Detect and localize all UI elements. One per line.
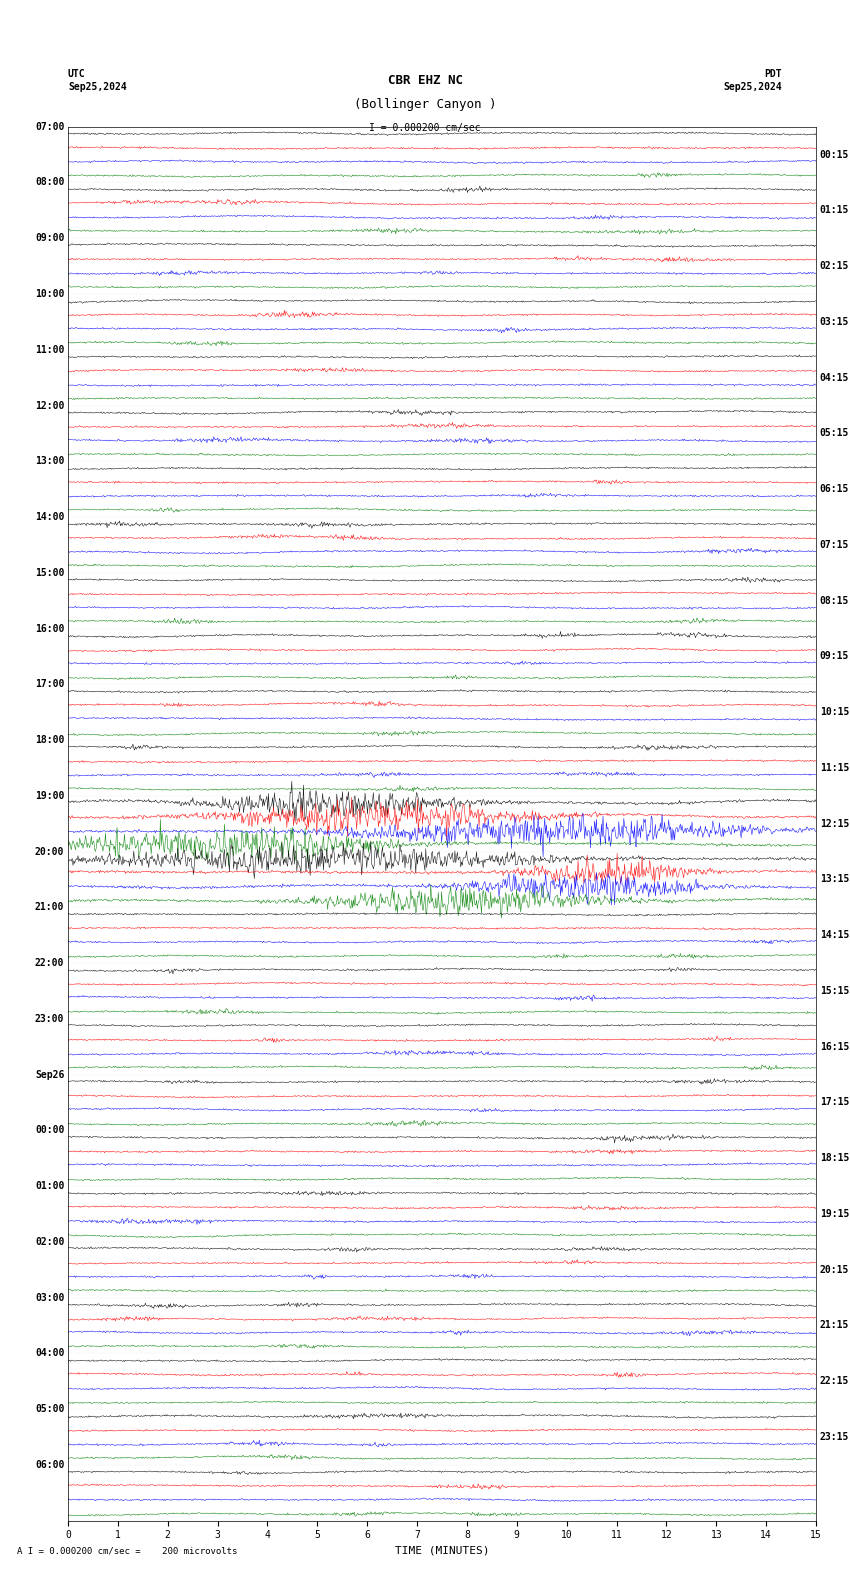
Text: 18:00: 18:00 [35,735,65,744]
Text: 02:00: 02:00 [35,1237,65,1247]
Text: 06:15: 06:15 [819,485,849,494]
Text: 11:15: 11:15 [819,763,849,773]
Text: 07:15: 07:15 [819,540,849,550]
Text: 06:00: 06:00 [35,1460,65,1470]
Text: 18:15: 18:15 [819,1153,849,1163]
Text: 00:00: 00:00 [35,1125,65,1136]
Text: 08:15: 08:15 [819,596,849,605]
Text: 22:00: 22:00 [35,958,65,968]
Text: 20:00: 20:00 [35,846,65,857]
Text: Sep26: Sep26 [35,1069,65,1080]
Text: 04:15: 04:15 [819,372,849,383]
Text: 10:15: 10:15 [819,706,849,718]
Text: 16:00: 16:00 [35,624,65,634]
Text: 23:15: 23:15 [819,1432,849,1441]
Text: 14:15: 14:15 [819,930,849,941]
Text: 05:15: 05:15 [819,428,849,439]
Text: 17:15: 17:15 [819,1098,849,1107]
Text: Sep25,2024: Sep25,2024 [68,82,127,92]
Text: 19:00: 19:00 [35,790,65,802]
Text: 04:00: 04:00 [35,1348,65,1359]
Text: 01:00: 01:00 [35,1182,65,1191]
Text: Sep25,2024: Sep25,2024 [723,82,782,92]
Text: UTC: UTC [68,70,86,79]
Text: 13:15: 13:15 [819,874,849,884]
Text: 22:15: 22:15 [819,1376,849,1386]
Text: 13:00: 13:00 [35,456,65,466]
Text: 16:15: 16:15 [819,1042,849,1052]
Text: 10:00: 10:00 [35,288,65,299]
Text: 17:00: 17:00 [35,680,65,689]
Text: 01:15: 01:15 [819,206,849,215]
Text: 23:00: 23:00 [35,1014,65,1023]
Text: 00:15: 00:15 [819,149,849,160]
Text: 09:00: 09:00 [35,233,65,244]
Text: CBR EHZ NC: CBR EHZ NC [388,74,462,87]
Text: 15:15: 15:15 [819,985,849,996]
Text: 03:15: 03:15 [819,317,849,326]
Text: 11:00: 11:00 [35,345,65,355]
Text: 14:00: 14:00 [35,512,65,523]
Text: 09:15: 09:15 [819,651,849,662]
Text: 05:00: 05:00 [35,1403,65,1415]
Text: A I = 0.000200 cm/sec =    200 microvolts: A I = 0.000200 cm/sec = 200 microvolts [17,1546,237,1555]
Text: 08:00: 08:00 [35,177,65,187]
Text: PDT: PDT [764,70,782,79]
Text: I = 0.000200 cm/sec: I = 0.000200 cm/sec [369,124,481,133]
Text: 19:15: 19:15 [819,1209,849,1220]
Text: 07:00: 07:00 [35,122,65,131]
Text: 21:00: 21:00 [35,903,65,912]
Text: 02:15: 02:15 [819,261,849,271]
Text: 20:15: 20:15 [819,1264,849,1275]
Text: 21:15: 21:15 [819,1321,849,1331]
Text: (Bollinger Canyon ): (Bollinger Canyon ) [354,98,496,111]
Text: 03:00: 03:00 [35,1293,65,1302]
Text: 12:00: 12:00 [35,401,65,410]
Text: 12:15: 12:15 [819,819,849,828]
X-axis label: TIME (MINUTES): TIME (MINUTES) [394,1546,490,1555]
Text: 15:00: 15:00 [35,567,65,578]
